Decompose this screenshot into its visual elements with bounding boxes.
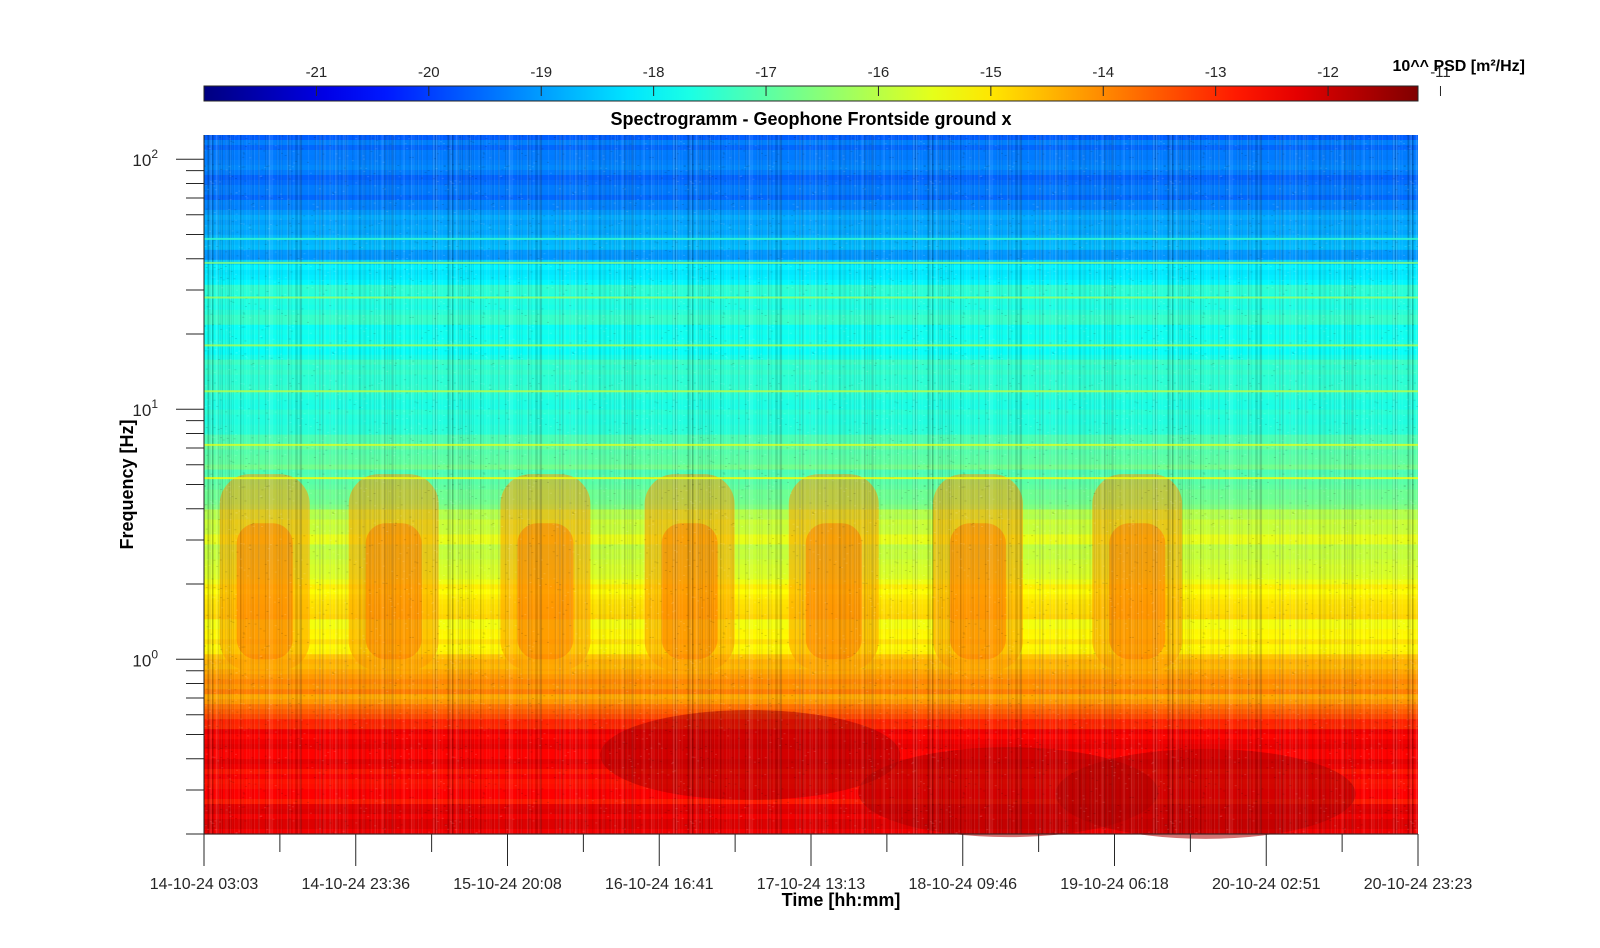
y-tick-label: 100 xyxy=(132,647,158,670)
x-tick-label: 20-10-24 02:51 xyxy=(1212,876,1321,893)
x-tick-label: 14-10-24 23:36 xyxy=(301,876,410,893)
colorbar-tick-label: -11 xyxy=(1430,64,1451,81)
colorbar-tick-label: -19 xyxy=(530,64,552,81)
colorbar-tick-label: -18 xyxy=(643,64,665,81)
x-axis-label: Time [hh:mm] xyxy=(782,890,901,910)
colorbar-tick-label: -13 xyxy=(1205,64,1227,81)
x-tick-label: 18-10-24 09:46 xyxy=(908,876,1017,893)
x-tick-label: 19-10-24 06:18 xyxy=(1060,876,1169,893)
colorbar-tick-label: -20 xyxy=(418,64,440,81)
y-tick-label: 102 xyxy=(132,147,158,170)
noise-overlay xyxy=(204,135,1418,834)
x-tick-label: 17-10-24 13:13 xyxy=(757,876,866,893)
colorbar-tick-label: -21 xyxy=(306,64,328,81)
y-tick-label: 101 xyxy=(132,397,158,420)
plot-area xyxy=(204,135,1418,839)
x-tick-label: 14-10-24 03:03 xyxy=(150,876,259,893)
y-axis-label: Frequency [Hz] xyxy=(117,419,137,549)
colorbar-tick-label: -12 xyxy=(1317,64,1339,81)
x-tick-label: 20-10-24 23:23 xyxy=(1364,876,1473,893)
colorbar-scale xyxy=(203,85,1419,102)
colorbar-tick-label: -14 xyxy=(1092,64,1114,81)
x-tick-label: 15-10-24 20:08 xyxy=(453,876,562,893)
colorbar-tick-label: -16 xyxy=(868,64,890,81)
colorbar-tick-label: -17 xyxy=(755,64,777,81)
x-axis: 14-10-24 03:03 14-10-24 23:36 15-10-24 20:… xyxy=(150,833,1473,893)
colorbar-ticks: -21 -20 -19 -18 -17 -16 -15 -14 -13 -12 -11 xyxy=(306,64,1451,96)
y-axis: 100 101 102 xyxy=(132,135,205,835)
chart-title: Spectrogramm - Geophone Frontside ground… xyxy=(610,109,1011,129)
narrowband-lines xyxy=(204,237,1418,480)
colorbar-tick-label: -15 xyxy=(980,64,1002,81)
x-tick-label: 16-10-24 16:41 xyxy=(605,876,714,893)
colorbar: -21 -20 -19 -18 -17 -16 -15 -14 -13 -12 -11 10^^ P… xyxy=(203,58,1525,102)
colorbar-label: 10^^ PSD [m²/Hz] xyxy=(1393,58,1525,75)
